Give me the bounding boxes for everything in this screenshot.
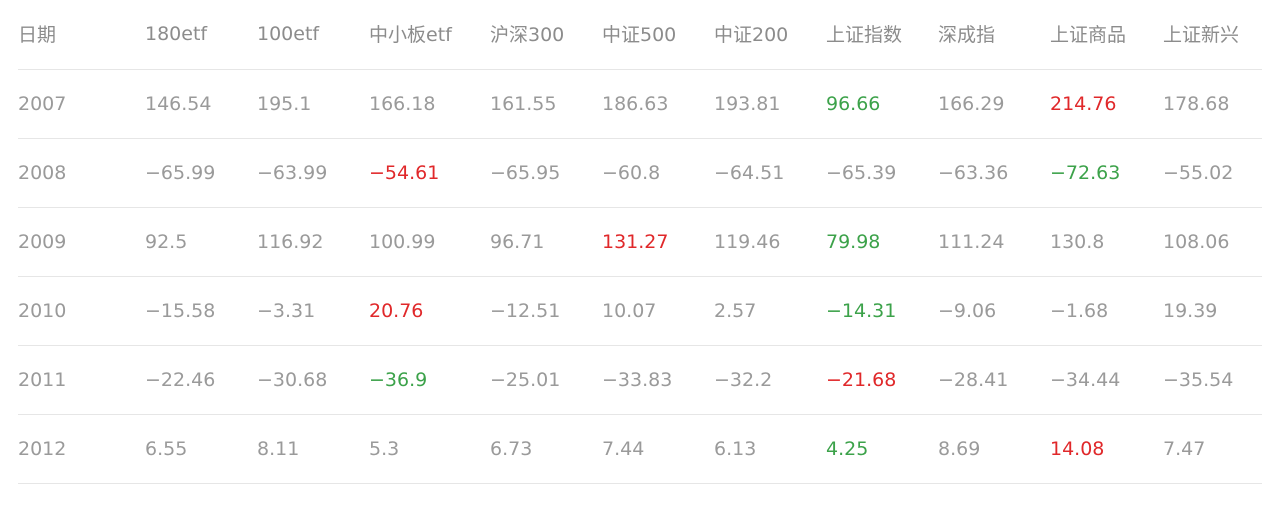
year-cell: 2008 xyxy=(18,138,145,208)
return-cell: 130.8 xyxy=(1050,207,1163,277)
year-cell: 2007 xyxy=(18,69,145,139)
return-cell: 146.54 xyxy=(145,69,257,139)
return-cell: 131.27 xyxy=(602,207,714,277)
return-cell: 20.76 xyxy=(369,276,490,346)
table-body: 2007 146.54 195.1 166.18 161.55 186.63 193.81 9… xyxy=(18,69,1262,484)
return-cell: 96.71 xyxy=(490,207,602,277)
return-cell: −36.9 xyxy=(369,345,490,415)
return-cell: 7.44 xyxy=(602,414,714,484)
return-cell: 8.11 xyxy=(257,414,369,484)
column-header: 中证500 xyxy=(602,0,714,70)
return-cell: 166.29 xyxy=(938,69,1050,139)
return-cell: −25.01 xyxy=(490,345,602,415)
return-cell: 19.39 xyxy=(1163,276,1262,346)
return-cell: 111.24 xyxy=(938,207,1050,277)
table-header: 日期 180etf 100etf 中小板etf 沪深300 中证500 中证200 上证指数深… xyxy=(18,0,1262,70)
return-cell: 193.81 xyxy=(714,69,826,139)
return-cell: −3.31 xyxy=(257,276,369,346)
return-cell: −54.61 xyxy=(369,138,490,208)
return-cell: −55.02 xyxy=(1163,138,1262,208)
column-header: 深成指 xyxy=(938,0,1050,70)
return-cell: 119.46 xyxy=(714,207,826,277)
return-cell: 6.55 xyxy=(145,414,257,484)
column-header: 180etf xyxy=(145,0,257,70)
return-cell: −65.95 xyxy=(490,138,602,208)
table-row: 2007 146.54 195.1 166.18 161.55 186.63 193.81 9… xyxy=(18,69,1262,139)
column-header: 上证新兴 xyxy=(1163,0,1262,70)
year-cell: 2009 xyxy=(18,207,145,277)
table-row: 2011 −22.46 −30.68 −36.9 −25.01 −33.83 −32.2 −2… xyxy=(18,345,1262,415)
column-header: 100etf xyxy=(257,0,369,70)
return-cell: 214.76 xyxy=(1050,69,1163,139)
return-cell: 79.98 xyxy=(826,207,938,277)
return-cell: 166.18 xyxy=(369,69,490,139)
table-row: 2012 6.55 8.11 5.3 6.73 7.44 6.13 4.25 8.69 14.08… xyxy=(18,414,1262,484)
year-cell: 2011 xyxy=(18,345,145,415)
return-cell: 178.68 xyxy=(1163,69,1262,139)
return-cell: −32.2 xyxy=(714,345,826,415)
return-cell: 4.25 xyxy=(826,414,938,484)
return-cell: 7.47 xyxy=(1163,414,1262,484)
return-cell: −64.51 xyxy=(714,138,826,208)
table-row: 2010 −15.58 −3.31 20.76 −12.51 10.07 2.57 −14.3… xyxy=(18,276,1262,346)
year-cell: 2010 xyxy=(18,276,145,346)
return-cell: 100.99 xyxy=(369,207,490,277)
returns-table-container: 日期 180etf 100etf 中小板etf 沪深300 中证500 中证200 上证指数深… xyxy=(18,0,1262,484)
return-cell: −1.68 xyxy=(1050,276,1163,346)
return-cell: −65.99 xyxy=(145,138,257,208)
return-cell: −30.68 xyxy=(257,345,369,415)
return-cell: 6.13 xyxy=(714,414,826,484)
column-header: 中小板etf xyxy=(369,0,490,70)
return-cell: −34.44 xyxy=(1050,345,1163,415)
return-cell: −9.06 xyxy=(938,276,1050,346)
column-header: 日期 xyxy=(18,0,145,70)
return-cell: 14.08 xyxy=(1050,414,1163,484)
return-cell: −72.63 xyxy=(1050,138,1163,208)
column-header: 上证指数 xyxy=(826,0,938,70)
column-header: 上证商品 xyxy=(1050,0,1163,70)
column-header: 中证200 xyxy=(714,0,826,70)
return-cell: −63.99 xyxy=(257,138,369,208)
return-cell: 195.1 xyxy=(257,69,369,139)
table-row: 2008 −65.99 −63.99 −54.61 −65.95 −60.8 −64.51−… xyxy=(18,138,1262,208)
return-cell: −21.68 xyxy=(826,345,938,415)
year-cell: 2012 xyxy=(18,414,145,484)
table-row: 2009 92.5 116.92 100.99 96.71 131.27 119.46 79.… xyxy=(18,207,1262,277)
return-cell: 5.3 xyxy=(369,414,490,484)
column-header: 沪深300 xyxy=(490,0,602,70)
header-row: 日期 180etf 100etf 中小板etf 沪深300 中证500 中证200 上证指数深… xyxy=(18,0,1262,70)
return-cell: −22.46 xyxy=(145,345,257,415)
return-cell: −60.8 xyxy=(602,138,714,208)
return-cell: 108.06 xyxy=(1163,207,1262,277)
return-cell: −63.36 xyxy=(938,138,1050,208)
return-cell: −15.58 xyxy=(145,276,257,346)
return-cell: −65.39 xyxy=(826,138,938,208)
return-cell: −28.41 xyxy=(938,345,1050,415)
return-cell: −35.54 xyxy=(1163,345,1262,415)
return-cell: −33.83 xyxy=(602,345,714,415)
return-cell: 186.63 xyxy=(602,69,714,139)
return-cell: 96.66 xyxy=(826,69,938,139)
return-cell: −12.51 xyxy=(490,276,602,346)
return-cell: 92.5 xyxy=(145,207,257,277)
return-cell: 116.92 xyxy=(257,207,369,277)
return-cell: 2.57 xyxy=(714,276,826,346)
return-cell: 10.07 xyxy=(602,276,714,346)
return-cell: 6.73 xyxy=(490,414,602,484)
annual-returns-table: 日期 180etf 100etf 中小板etf 沪深300 中证500 中证200 上证指数深… xyxy=(18,0,1262,484)
return-cell: 161.55 xyxy=(490,69,602,139)
return-cell: 8.69 xyxy=(938,414,1050,484)
return-cell: −14.31 xyxy=(826,276,938,346)
